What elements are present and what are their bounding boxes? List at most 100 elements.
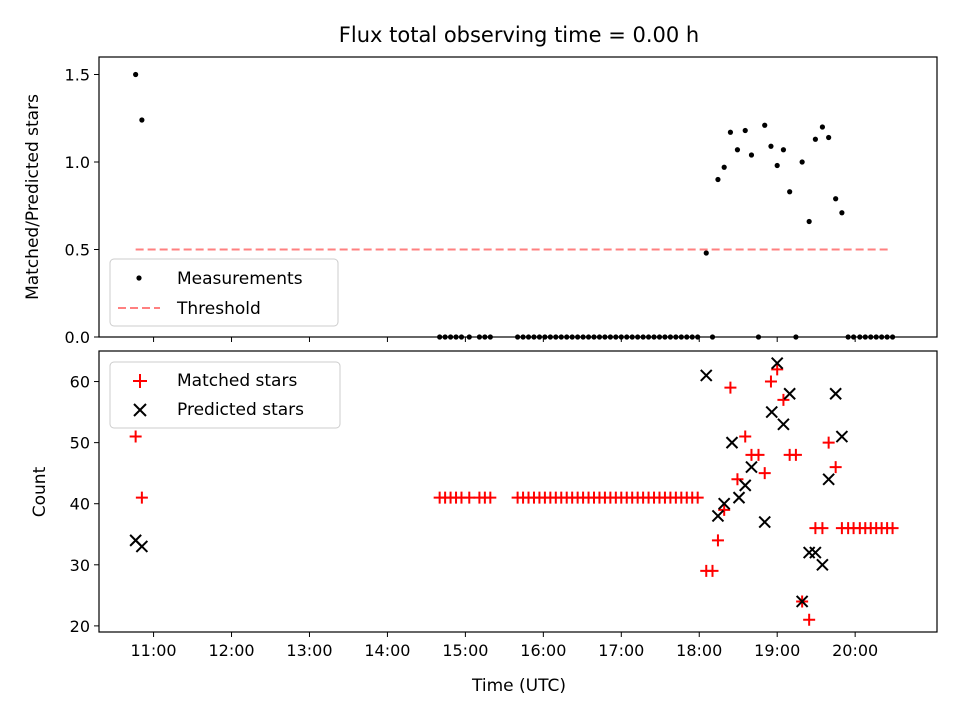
measurements-point <box>826 134 832 141</box>
ratio-y-ticks: 0.0 0.5 1.0 1.5 <box>65 66 99 347</box>
matched-stars-point <box>711 534 724 547</box>
predicted-stars-point <box>809 546 822 559</box>
matched-stars-point <box>706 564 719 577</box>
count-plot-area <box>129 357 899 626</box>
x-tick-label: 13:00 <box>286 641 332 660</box>
matched-stars-point <box>771 363 784 376</box>
x-tick-label: 18:00 <box>676 641 722 660</box>
matched-stars-point <box>718 503 731 516</box>
predicted-stars-point <box>725 436 739 449</box>
predicted-legend-label: Predicted stars <box>177 400 304 420</box>
measurements-point <box>787 189 793 195</box>
measurements-point <box>799 159 805 165</box>
ratio-x-ticks <box>153 337 856 342</box>
predicted-stars-point <box>795 595 809 608</box>
count-panel: 20 30 40 50 60 11:00 12:00 13:00 14:00 15:00 16:0… <box>30 350 938 696</box>
x-tick-label: 15:00 <box>442 641 488 660</box>
ratio-panel: 0.0 0.5 1.0 1.5 Matched/Predicted stars Mea… <box>23 56 938 347</box>
predicted-stars-point <box>802 546 816 559</box>
ratio-y-tick-label: 0.0 <box>65 328 90 347</box>
matched-stars-point <box>758 467 771 480</box>
count-y-axis-label: Count <box>30 466 50 517</box>
measurements-point <box>833 196 839 202</box>
predicted-legend-marker <box>133 403 147 417</box>
matched-stars-point <box>463 491 476 504</box>
matched-stars-point <box>764 375 777 388</box>
threshold-legend-label: Threshold <box>176 299 261 319</box>
matched-stars-point <box>724 381 737 394</box>
count-legend: Matched stars Predicted stars <box>109 361 341 429</box>
measurements-point <box>139 117 145 123</box>
measurements-point <box>748 152 755 158</box>
matched-stars-point <box>135 491 148 504</box>
predicted-stars-point <box>700 369 713 382</box>
x-tick-label: 16:00 <box>520 641 566 660</box>
matched-stars-point <box>691 491 704 504</box>
count-y-tick-label: 20 <box>70 617 90 636</box>
ratio-axes-frame <box>98 56 938 338</box>
x-tick-label: 12:00 <box>208 641 254 660</box>
x-tick-label: 11:00 <box>131 641 177 660</box>
matched-stars-point <box>803 613 816 626</box>
count-x-ticks: 11:00 12:00 13:00 14:00 15:00 16:00 17:00 18:00… <box>131 632 878 660</box>
matched-legend-marker <box>133 374 147 388</box>
measurements-point <box>762 122 768 128</box>
predicted-stars-point <box>717 497 731 510</box>
count-y-tick-label: 60 <box>70 373 90 392</box>
measurements-point <box>703 250 709 256</box>
ratio-y-tick-label: 1.0 <box>65 153 90 172</box>
x-tick-label: 14:00 <box>364 641 410 660</box>
predicted-stars-point <box>770 357 784 370</box>
x-tick-label: 17:00 <box>598 641 644 660</box>
measurements-point <box>774 162 780 169</box>
predicted-stars-point <box>739 479 752 492</box>
ratio-y-tick-label: 0.5 <box>65 241 90 260</box>
predicted-stars-point <box>765 405 778 419</box>
matched-stars-point <box>129 430 142 443</box>
measurements-point <box>812 136 818 142</box>
matched-stars-point <box>731 473 744 486</box>
x-axis-label: Time (UTC) <box>471 676 566 696</box>
matched-stars-point <box>739 430 752 443</box>
predicted-stars-point <box>835 430 849 443</box>
matched-stars-point <box>484 491 497 504</box>
predicted-stars-point <box>732 491 746 504</box>
ratio-y-axis-label: Matched/Predicted stars <box>23 94 43 300</box>
measurements-legend-label: Measurements <box>177 269 303 289</box>
measurements-point <box>806 218 812 225</box>
count-y-tick-label: 50 <box>70 434 90 453</box>
matched-stars-point <box>789 448 802 461</box>
x-tick-label: 19:00 <box>754 641 800 660</box>
predicted-stars-point <box>783 387 796 400</box>
matched-stars-point <box>777 393 790 406</box>
count-y-ticks: 20 30 40 50 60 <box>70 373 99 636</box>
count-legend-frame <box>109 361 341 429</box>
measurements-point <box>715 176 721 183</box>
measurements-point <box>742 127 748 134</box>
measurements-point <box>768 143 774 149</box>
x-tick-label: 20:00 <box>832 641 878 660</box>
predicted-stars-point <box>758 515 771 529</box>
predicted-stars-point <box>816 558 829 572</box>
count-y-tick-label: 30 <box>70 556 90 575</box>
predicted-stars-point <box>777 418 790 431</box>
count-axes-frame <box>98 350 938 633</box>
measurements-point <box>839 210 845 216</box>
measurements-point <box>721 164 727 170</box>
measurements-point <box>780 147 787 153</box>
predicted-stars-point <box>829 387 842 400</box>
predicted-stars-point <box>135 540 149 553</box>
matched-stars-point <box>816 522 829 535</box>
matched-legend-label: Matched stars <box>177 371 297 391</box>
ratio-y-tick-label: 1.5 <box>65 66 90 85</box>
matched-stars-point <box>829 461 842 474</box>
matched-stars-point <box>822 436 835 449</box>
ratio-legend: Measurements Threshold <box>109 258 339 327</box>
measurements-point <box>727 129 734 135</box>
matched-stars-point <box>886 522 899 535</box>
ratio-legend-frame <box>109 258 339 327</box>
predicted-stars-point <box>822 473 835 486</box>
measurements-point <box>133 71 139 78</box>
predicted-stars-point <box>745 460 758 474</box>
